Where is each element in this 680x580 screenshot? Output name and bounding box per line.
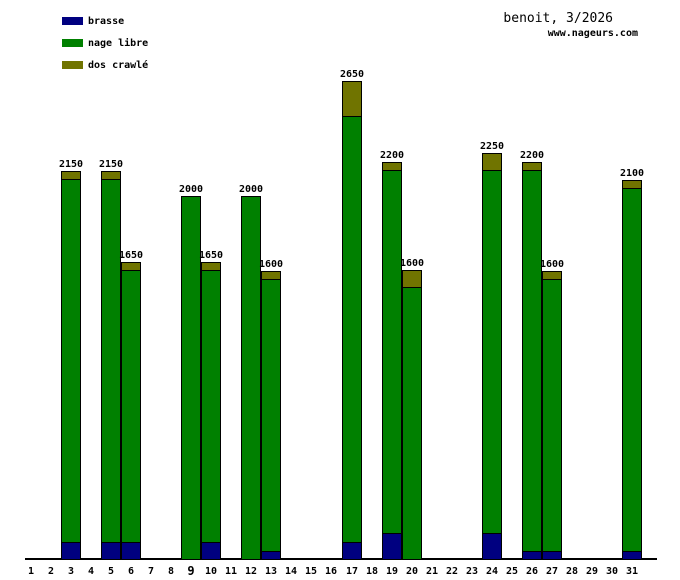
bar-segment-brasse-day-3 bbox=[61, 542, 81, 560]
brasse-swatch-icon bbox=[62, 17, 83, 25]
bar-segment-dos-crawle-day-17 bbox=[342, 81, 362, 117]
bar-total-label-day-9: 2000 bbox=[178, 184, 204, 195]
bar-segment-dos-crawle-day-20 bbox=[402, 270, 422, 288]
bar-total-label-day-12: 2000 bbox=[238, 184, 264, 195]
nage-libre-swatch-icon bbox=[62, 39, 83, 47]
bar-segment-brasse-day-24 bbox=[482, 533, 502, 560]
x-axis-label-day-20: 20 bbox=[405, 566, 419, 577]
legend-label-dos-crawle: dos crawlé bbox=[88, 59, 149, 71]
legend-label-brasse: brasse bbox=[88, 15, 125, 27]
bar-total-label-day-5: 2150 bbox=[98, 159, 124, 170]
bar-segment-dos-crawle-day-31 bbox=[622, 180, 642, 189]
bar-segment-dos-crawle-day-10 bbox=[201, 262, 221, 271]
bar-total-label-day-26: 2200 bbox=[519, 150, 545, 161]
bar-segment-nage-libre-day-27 bbox=[542, 279, 562, 552]
bar-segment-nage-libre-day-31 bbox=[622, 188, 642, 552]
x-axis-label-day-3: 3 bbox=[67, 566, 75, 577]
bar-total-label-day-13: 1600 bbox=[258, 259, 284, 270]
x-axis-label-day-18: 18 bbox=[365, 566, 379, 577]
x-axis-label-day-11: 11 bbox=[224, 566, 238, 577]
bar-segment-dos-crawle-day-26 bbox=[522, 162, 542, 171]
bar-segment-brasse-day-31 bbox=[622, 551, 642, 560]
bar-segment-dos-crawle-day-24 bbox=[482, 153, 502, 171]
bar-segment-nage-libre-day-5 bbox=[101, 179, 121, 543]
legend: brasse nage libre dos crawlé bbox=[62, 14, 148, 80]
x-axis-label-day-29: 29 bbox=[585, 566, 599, 577]
bar-total-label-day-17: 2650 bbox=[339, 69, 365, 80]
x-axis-label-day-28: 28 bbox=[565, 566, 579, 577]
bar-segment-dos-crawle-day-5 bbox=[101, 171, 121, 180]
x-axis-label-day-17: 17 bbox=[345, 566, 359, 577]
x-axis-label-day-25: 25 bbox=[505, 566, 519, 577]
dos-crawle-swatch-icon bbox=[62, 61, 83, 69]
x-axis-label-day-14: 14 bbox=[284, 566, 298, 577]
legend-label-nage-libre: nage libre bbox=[88, 37, 149, 49]
legend-item-brasse: brasse bbox=[62, 14, 148, 28]
bar-segment-nage-libre-day-20 bbox=[402, 287, 422, 560]
legend-item-nage-libre: nage libre bbox=[62, 36, 148, 50]
x-axis-label-day-30: 30 bbox=[605, 566, 619, 577]
x-axis-label-day-19: 19 bbox=[385, 566, 399, 577]
x-axis-label-day-24: 24 bbox=[485, 566, 499, 577]
bar-segment-dos-crawle-day-13 bbox=[261, 271, 281, 280]
x-axis-label-day-21: 21 bbox=[425, 566, 439, 577]
bar-segment-nage-libre-day-6 bbox=[121, 270, 141, 543]
bar-segment-nage-libre-day-10 bbox=[201, 270, 221, 543]
bar-segment-dos-crawle-day-6 bbox=[121, 262, 141, 271]
x-axis-label-day-27: 27 bbox=[545, 566, 559, 577]
bar-segment-brasse-day-10 bbox=[201, 542, 221, 560]
x-axis-label-day-1: 1 bbox=[27, 566, 35, 577]
bar-total-label-day-31: 2100 bbox=[619, 168, 645, 179]
x-axis-label-day-6: 6 bbox=[127, 566, 135, 577]
bar-segment-nage-libre-day-13 bbox=[261, 279, 281, 552]
bar-segment-nage-libre-day-17 bbox=[342, 116, 362, 543]
bar-total-label-day-6: 1650 bbox=[118, 250, 144, 261]
bar-segment-nage-libre-day-24 bbox=[482, 170, 502, 534]
x-axis-label-day-5: 5 bbox=[107, 566, 115, 577]
x-axis-label-day-7: 7 bbox=[147, 566, 155, 577]
bar-segment-brasse-day-5 bbox=[101, 542, 121, 560]
x-axis-label-day-31: 31 bbox=[625, 566, 639, 577]
x-axis-label-day-4: 4 bbox=[87, 566, 95, 577]
x-axis-line bbox=[25, 558, 657, 560]
bar-total-label-day-27: 1600 bbox=[539, 259, 565, 270]
bar-segment-dos-crawle-day-19 bbox=[382, 162, 402, 171]
x-axis-label-day-22: 22 bbox=[445, 566, 459, 577]
bar-segment-brasse-day-26 bbox=[522, 551, 542, 560]
bar-segment-nage-libre-day-26 bbox=[522, 170, 542, 552]
x-axis-label-day-23: 23 bbox=[465, 566, 479, 577]
bar-segment-brasse-day-13 bbox=[261, 551, 281, 560]
bar-segment-dos-crawle-day-27 bbox=[542, 271, 562, 280]
x-axis-label-day-13: 13 bbox=[264, 566, 278, 577]
bar-segment-nage-libre-day-12 bbox=[241, 196, 261, 560]
bar-total-label-day-24: 2250 bbox=[479, 141, 505, 152]
bar-segment-brasse-day-17 bbox=[342, 542, 362, 560]
bar-segment-dos-crawle-day-3 bbox=[61, 171, 81, 180]
bar-segment-nage-libre-day-9 bbox=[181, 196, 201, 560]
x-axis-label-day-10: 10 bbox=[204, 566, 218, 577]
bar-segment-brasse-day-27 bbox=[542, 551, 562, 560]
bar-total-label-day-3: 2150 bbox=[58, 159, 84, 170]
x-axis-label-day-8: 8 bbox=[167, 566, 175, 577]
bar-segment-nage-libre-day-3 bbox=[61, 179, 81, 543]
x-axis-label-day-2: 2 bbox=[47, 566, 55, 577]
bar-total-label-day-20: 1600 bbox=[399, 258, 425, 269]
x-axis-label-day-26: 26 bbox=[525, 566, 539, 577]
legend-item-dos-crawle: dos crawlé bbox=[62, 58, 148, 72]
x-axis-label-day-12: 12 bbox=[244, 566, 258, 577]
bar-segment-brasse-day-19 bbox=[382, 533, 402, 560]
x-axis-label-day-15: 15 bbox=[304, 566, 318, 577]
chart-title: benoit, 3/2026 bbox=[503, 11, 613, 26]
x-axis-label-day-9: 9 bbox=[187, 564, 195, 578]
bar-total-label-day-19: 2200 bbox=[379, 150, 405, 161]
bar-total-label-day-10: 1650 bbox=[198, 250, 224, 261]
website-label: www.nageurs.com bbox=[547, 28, 638, 39]
x-axis-label-day-16: 16 bbox=[324, 566, 338, 577]
bar-segment-brasse-day-6 bbox=[121, 542, 141, 560]
bar-segment-nage-libre-day-19 bbox=[382, 170, 402, 534]
